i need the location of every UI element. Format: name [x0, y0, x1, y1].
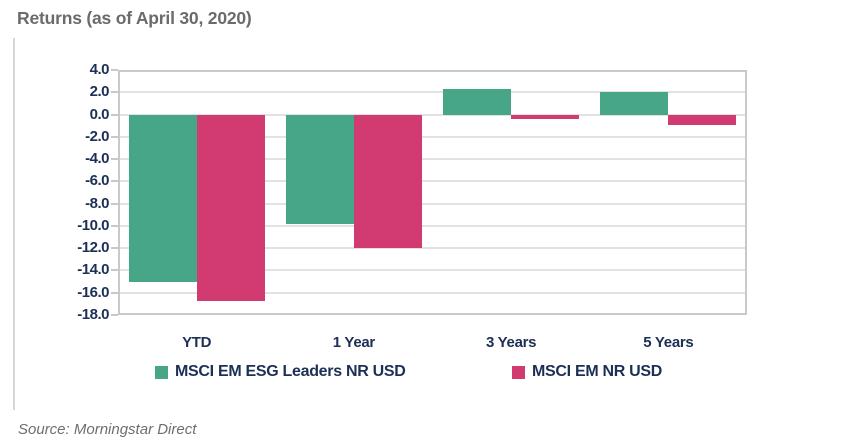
y-axis-tick [111, 291, 118, 294]
chart-title: Returns (as of April 30, 2020) [17, 8, 252, 28]
x-axis-label: YTD [182, 334, 212, 351]
y-axis-label: 4.0 [89, 61, 110, 78]
y-axis-label: 2.0 [89, 83, 110, 101]
bar-esg-1-year [285, 114, 354, 224]
y-axis-label: 0.0 [89, 105, 110, 123]
bar-em-1-year [353, 114, 422, 249]
plot-border-right [745, 70, 747, 315]
y-gridline [118, 247, 747, 250]
y-axis-tick [111, 91, 118, 94]
y-gridline [118, 202, 747, 205]
y-axis-label: -16.0 [77, 283, 109, 301]
legend-label-esg: MSCI EM ESG Leaders NR USD [175, 363, 406, 380]
y-axis-label: -10.0 [77, 216, 109, 234]
plot-border-bottom [118, 313, 747, 315]
y-axis-label: -4.0 [85, 150, 109, 168]
bar-em-5-years [668, 114, 737, 125]
y-gridline [118, 224, 747, 227]
y-axis-tick [111, 158, 118, 161]
y-axis-tick [111, 135, 118, 138]
legend: MSCI EM ESG Leaders NR USD MSCI EM NR US… [0, 363, 855, 385]
plot-border-left [118, 70, 120, 315]
legend-label-em: MSCI EM NR USD [532, 363, 663, 380]
frame-left-border [13, 38, 15, 410]
bar-em-3-years [511, 114, 580, 119]
x-axis-label: 5 Years [643, 334, 694, 351]
bar-em-ytd [196, 114, 265, 301]
y-gridline [118, 113, 747, 116]
legend-swatch-esg [155, 365, 168, 379]
y-axis-tick [111, 113, 118, 116]
y-axis-label: -12.0 [77, 239, 109, 257]
y-axis-tick [111, 69, 118, 71]
bar-esg-ytd [128, 114, 197, 282]
source-note: Source: Morningstar Direct [18, 421, 197, 438]
y-gridline [118, 180, 747, 183]
y-axis-tick [111, 269, 118, 272]
plot-area [118, 70, 747, 315]
y-axis-tick [111, 180, 118, 183]
y-gridline [118, 291, 747, 294]
y-gridline [118, 269, 747, 272]
bar-esg-5-years [600, 92, 669, 115]
y-axis-tick [111, 224, 118, 227]
bar-esg-3-years [443, 88, 512, 115]
y-axis-tick [111, 314, 118, 316]
plot-border-top [118, 70, 747, 72]
legend-swatch-em [512, 365, 525, 379]
x-axis-label: 1 Year [332, 334, 375, 351]
y-axis-label: -14.0 [77, 261, 109, 279]
y-axis-tick [111, 202, 118, 205]
y-axis-tick [111, 247, 118, 250]
legend-item-em: MSCI EM NR USD [512, 363, 662, 381]
y-axis-label: -8.0 [85, 194, 109, 212]
y-axis-label: -18.0 [77, 306, 109, 323]
legend-item-esg: MSCI EM ESG Leaders NR USD [155, 363, 406, 381]
y-gridline [118, 158, 747, 161]
y-gridline [118, 135, 747, 138]
x-axis-label: 3 Years [486, 334, 537, 351]
y-gridline [118, 91, 747, 94]
y-axis-label: -6.0 [85, 172, 109, 190]
y-axis-label: -2.0 [85, 127, 109, 145]
